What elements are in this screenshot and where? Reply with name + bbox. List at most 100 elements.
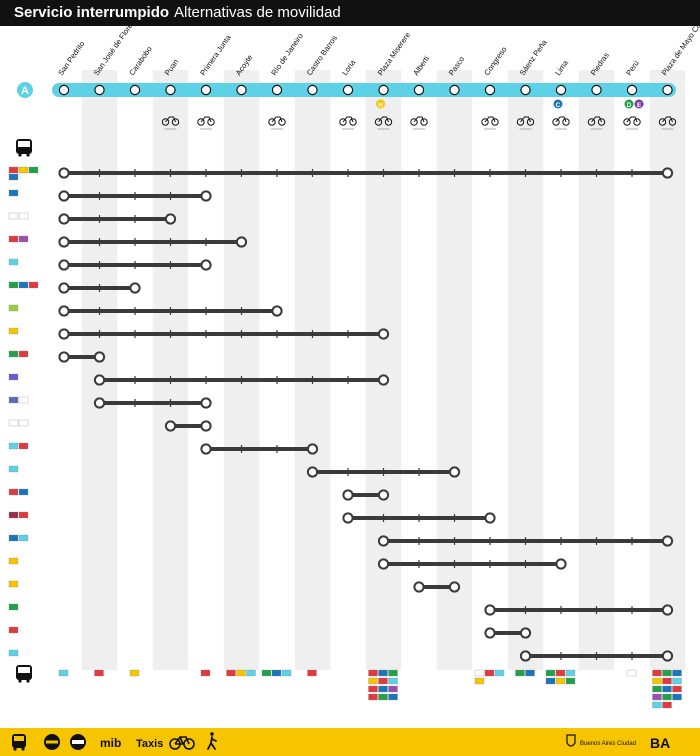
bike-icon	[552, 116, 570, 130]
bus-line-badge	[545, 669, 556, 677]
station-column-shade	[81, 70, 118, 670]
transfer-line-letter: C	[556, 102, 561, 109]
bus-line-badge	[8, 626, 19, 634]
title-light: Alternativas de movilidad	[174, 4, 341, 21]
bus-route-start	[413, 581, 425, 593]
bus-route-end	[200, 259, 212, 271]
bike-frame	[662, 116, 673, 123]
bike-frame	[626, 116, 638, 123]
bike-wheel	[339, 118, 347, 126]
bus-line-badge	[18, 396, 29, 404]
bike-wheel	[197, 118, 205, 126]
bus-line-badge	[626, 669, 637, 677]
station-column-shade	[152, 70, 189, 670]
bus-line-badge	[307, 669, 317, 677]
bus-route-end	[200, 420, 212, 432]
bus-line-badge	[565, 669, 576, 677]
bus-line-badge	[8, 603, 19, 611]
bottom-connection	[545, 669, 576, 685]
station-dot	[413, 84, 425, 96]
bike-wheel	[278, 118, 286, 126]
bus-route-row	[8, 465, 461, 478]
bus-route-start	[93, 374, 106, 386]
station-column-shade	[294, 70, 331, 670]
footer-walk-icon	[207, 732, 217, 750]
footer-subway-icon	[44, 734, 60, 750]
bike-wheel	[658, 118, 667, 126]
bus-route-start	[58, 236, 70, 248]
bus-route-end	[377, 374, 390, 386]
bus-route-row	[8, 534, 674, 547]
station-column-shade	[223, 70, 260, 670]
bike-frame	[342, 116, 354, 123]
bus-wheel	[18, 679, 22, 683]
bus-line-badge	[8, 580, 19, 588]
bus-route-end	[555, 558, 567, 570]
bike-icon	[197, 116, 215, 130]
bike-wheel	[562, 118, 570, 126]
footer-org: Buenos Aires Ciudad	[580, 741, 636, 747]
line-a-bar: A H C D E	[17, 82, 676, 109]
bus-route-start	[164, 420, 177, 432]
station-dot	[626, 84, 638, 96]
bus-route-start	[484, 627, 496, 639]
bus-route-end	[519, 627, 532, 639]
bus-line-badge	[652, 693, 662, 701]
bike-wheel	[491, 118, 499, 126]
bus-line-badge	[368, 669, 378, 677]
bike-frame	[520, 116, 531, 123]
bus-line-badge	[18, 281, 29, 289]
bike-icon	[374, 116, 393, 130]
bus-line-badge	[28, 166, 39, 174]
station-dot	[200, 84, 212, 96]
bus-route-row	[8, 235, 248, 248]
bus-route-end	[661, 535, 674, 547]
bus-route-start	[377, 558, 390, 570]
bus-route-row	[8, 166, 674, 181]
bus-route-end	[448, 581, 461, 593]
bus-line-badge	[652, 685, 662, 693]
bus-line-badge	[281, 669, 292, 677]
bike-wheel	[161, 118, 170, 126]
footer-mib: mib	[100, 736, 121, 750]
bus-route-end	[661, 167, 674, 179]
bus-line-badge	[672, 677, 682, 685]
bus-route-start	[58, 259, 70, 271]
bus-line-badge	[8, 258, 19, 266]
bus-line-badge	[8, 281, 19, 289]
bike-frame	[165, 116, 176, 123]
bus-route-start	[58, 167, 70, 179]
bottom-connection	[626, 669, 637, 677]
bus-line-badge	[18, 511, 29, 519]
bike-wheel	[374, 118, 383, 126]
title-bold: Servicio interrumpido	[14, 4, 170, 21]
bus-line-badge	[18, 534, 29, 542]
bus-window	[18, 667, 30, 673]
bus-route-start	[306, 466, 319, 478]
bike-icon	[410, 116, 428, 130]
bottom-connection	[652, 669, 682, 709]
bus-line-badge	[368, 677, 378, 685]
bike-wheel	[516, 118, 525, 126]
station-column-shade	[507, 70, 544, 670]
station-column-shade	[365, 70, 402, 670]
bus-line-badge	[8, 419, 19, 427]
bus-line-badge	[662, 669, 672, 677]
bus-line-badge	[129, 669, 140, 677]
bus-route-start	[93, 397, 106, 409]
bus-line-badge	[261, 669, 272, 677]
bottom-connection	[94, 669, 104, 677]
bus-line-badge	[271, 669, 282, 677]
bus-route-start	[519, 650, 532, 662]
footer-ba-logo: BA	[650, 735, 670, 751]
bus-line-badge	[565, 677, 576, 685]
transfer-line-icon	[553, 99, 563, 109]
bike-wheel	[349, 118, 357, 126]
bus-route-row	[8, 649, 674, 662]
bus-line-badge	[8, 235, 19, 243]
bus-route-start	[58, 351, 70, 363]
station-dot	[165, 84, 176, 96]
bus-line-badge	[200, 669, 211, 677]
station-label: Loria	[340, 58, 358, 78]
